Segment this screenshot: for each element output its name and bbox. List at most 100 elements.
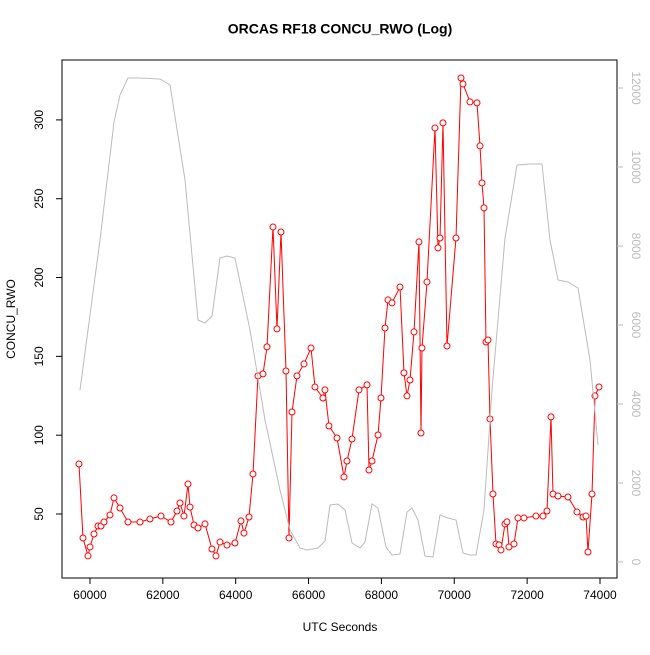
data-point (466, 98, 474, 106)
data-point (396, 283, 404, 291)
x-axis-label: UTC Seconds (303, 620, 378, 634)
data-point (340, 473, 348, 481)
y-tick-label: 100 (32, 425, 46, 445)
plot-frame (61, 59, 618, 579)
data-point (489, 490, 497, 498)
data-point (100, 518, 108, 526)
data-point (377, 394, 385, 402)
data-point (564, 493, 572, 501)
data-point (457, 74, 465, 82)
data-point (415, 238, 423, 246)
data-point (410, 328, 418, 336)
y-tick-label: 250 (32, 188, 46, 208)
data-point (194, 524, 202, 532)
x-tick-label: 62000 (146, 588, 180, 602)
data-point (325, 422, 333, 430)
data-point (300, 360, 308, 368)
data-point (106, 511, 114, 519)
data-point (167, 518, 175, 526)
x-tick-label: 64000 (219, 588, 253, 602)
data-point (249, 470, 257, 478)
data-point (157, 512, 165, 520)
y2-tick-label: 4000 (629, 391, 643, 418)
y2-tick-label: 8000 (629, 233, 643, 260)
data-point (186, 503, 194, 511)
data-point (176, 499, 184, 507)
data-point (431, 124, 439, 132)
data-point (201, 520, 209, 528)
data-point (259, 370, 267, 378)
data-point (503, 518, 511, 526)
y-tick-label: 150 (32, 346, 46, 366)
y2-tick-label: 2000 (629, 470, 643, 497)
data-point (584, 548, 592, 556)
data-point (543, 507, 551, 515)
data-point (269, 223, 277, 231)
data-point (240, 529, 248, 537)
data-point (452, 234, 460, 242)
data-point (277, 228, 285, 236)
data-point (459, 80, 467, 88)
data-point (520, 514, 528, 522)
y-tick-label: 50 (32, 507, 46, 521)
y2-tick-label: 10000 (629, 150, 643, 184)
data-point (263, 343, 271, 351)
chart-title: ORCAS RF18 CONCU_RWO (Log) (228, 21, 453, 37)
data-point (539, 512, 547, 520)
data-point (237, 517, 245, 525)
data-point (343, 457, 351, 465)
y-tick-label: 300 (32, 110, 46, 130)
data-point (476, 142, 484, 150)
data-point (116, 504, 124, 512)
data-point (439, 119, 447, 127)
data-point (434, 244, 442, 252)
data-point (363, 381, 371, 389)
data-point (436, 234, 444, 242)
data-point (333, 434, 341, 442)
series-line (79, 77, 599, 558)
data-point (374, 431, 382, 439)
data-point (547, 413, 555, 421)
data-point (86, 543, 94, 551)
data-point (319, 394, 327, 402)
data-point (75, 460, 83, 468)
y2-tick-label: 6000 (629, 312, 643, 339)
data-point (208, 545, 216, 553)
x-tick-label: 60000 (73, 588, 107, 602)
data-point (288, 408, 296, 416)
y2-tick-label: 12000 (629, 71, 643, 105)
data-point (79, 534, 87, 542)
data-point (403, 392, 411, 400)
data-point (417, 429, 425, 437)
data-point (554, 492, 562, 500)
data-point (443, 342, 451, 350)
data-point (348, 435, 356, 443)
data-point (400, 369, 408, 377)
data-point (510, 540, 518, 548)
data-point (321, 386, 329, 394)
x-tick-label: 70000 (438, 588, 472, 602)
data-point (110, 494, 118, 502)
data-point (173, 507, 181, 515)
data-point (368, 457, 376, 465)
data-point (388, 299, 396, 307)
data-point (423, 278, 431, 286)
data-point (293, 372, 301, 380)
data-point (285, 534, 293, 542)
data-point (365, 466, 373, 474)
data-point (223, 541, 231, 549)
data-point (381, 324, 389, 332)
data-point (595, 383, 603, 391)
data-point (473, 99, 481, 107)
data-point (355, 386, 363, 394)
data-point (84, 552, 92, 560)
data-point (231, 539, 239, 547)
y-tick-label: 200 (32, 267, 46, 287)
data-point (311, 383, 319, 391)
y-axis-label: CONCU_RWO (4, 279, 18, 359)
data-point (532, 512, 540, 520)
data-point (282, 367, 290, 375)
data-point (478, 179, 486, 187)
